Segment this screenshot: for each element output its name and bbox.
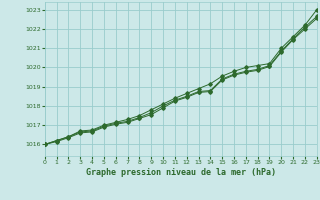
- X-axis label: Graphe pression niveau de la mer (hPa): Graphe pression niveau de la mer (hPa): [86, 168, 276, 177]
